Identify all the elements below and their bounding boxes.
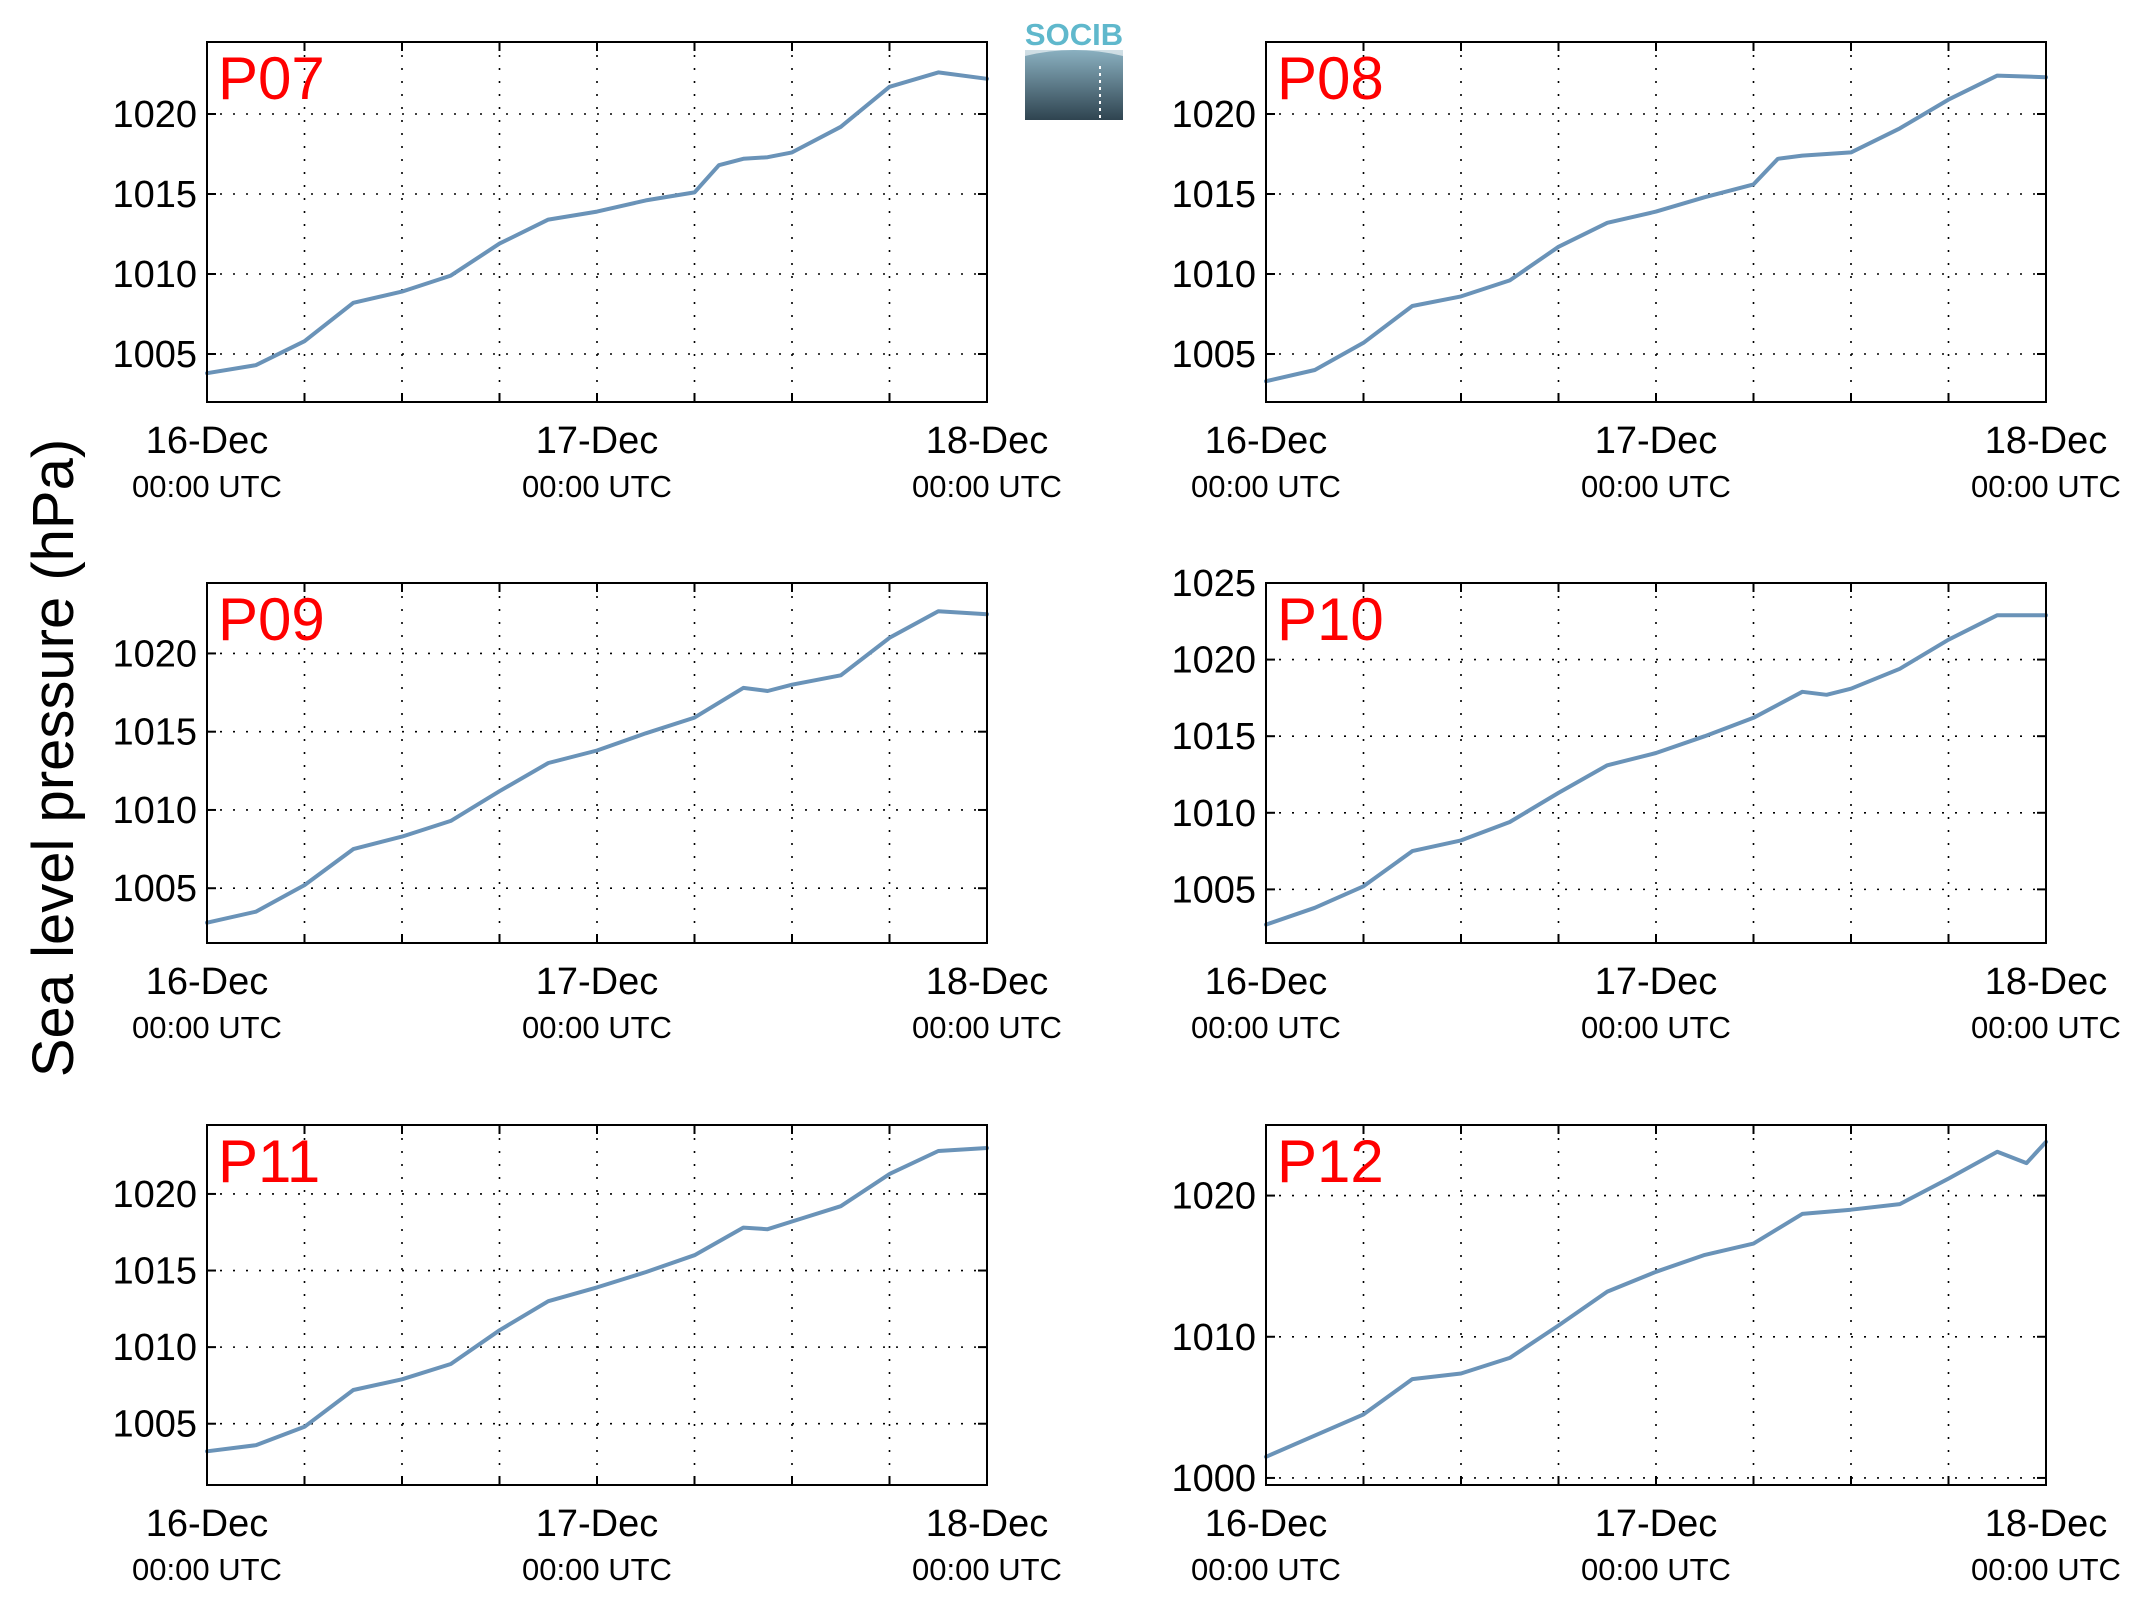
x-tick-time: 00:00 UTC bbox=[132, 1010, 282, 1045]
x-tick-date: 16-Dec bbox=[1205, 420, 1328, 462]
chart-panel-p07: 1005 1010 1015 1020 16-Dec 00:00 UTC 17-Dec 00:… bbox=[112, 41, 1062, 504]
x-tick-time: 00:00 UTC bbox=[1581, 1552, 1731, 1587]
y-tick-label: 1005 bbox=[1171, 869, 1256, 911]
x-tick-time: 00:00 UTC bbox=[522, 1552, 672, 1587]
series-line bbox=[205, 70, 989, 376]
x-tick-date: 18-Dec bbox=[1985, 420, 2108, 462]
series-line bbox=[205, 1146, 989, 1454]
y-tick-label: 1015 bbox=[1171, 174, 1256, 216]
y-tick-label: 1015 bbox=[112, 174, 197, 216]
station-label: P09 bbox=[218, 586, 325, 653]
y-axis-label: Sea level pressure (hPa) bbox=[21, 439, 86, 1077]
x-tick-date: 18-Dec bbox=[926, 961, 1049, 1003]
y-tick-label: 1015 bbox=[112, 712, 197, 754]
station-label: P07 bbox=[218, 45, 325, 112]
station-label: P08 bbox=[1277, 45, 1384, 112]
x-tick-time: 00:00 UTC bbox=[912, 1010, 1062, 1045]
x-tick-time: 00:00 UTC bbox=[1191, 1552, 1341, 1587]
y-tick-label: 1010 bbox=[1171, 254, 1256, 296]
x-tick-time: 00:00 UTC bbox=[132, 469, 282, 504]
x-tick-time: 00:00 UTC bbox=[1581, 1010, 1731, 1045]
x-tick-time: 00:00 UTC bbox=[912, 1552, 1062, 1587]
x-tick-time: 00:00 UTC bbox=[912, 469, 1062, 504]
logo-wave bbox=[1025, 50, 1123, 56]
x-tick-time: 00:00 UTC bbox=[1191, 1010, 1341, 1045]
y-tick-label: 1005 bbox=[112, 334, 197, 376]
station-label: P12 bbox=[1277, 1128, 1384, 1195]
logo-text: SOCIB bbox=[1025, 17, 1123, 52]
x-tick-time: 00:00 UTC bbox=[522, 469, 672, 504]
x-tick-time: 00:00 UTC bbox=[132, 1552, 282, 1587]
series-line bbox=[1264, 1139, 2048, 1459]
x-tick-date: 16-Dec bbox=[146, 961, 269, 1003]
chart-panel-p08: 1005 1010 1015 1020 16-Dec 00:00 UTC 17-Dec 00:… bbox=[1171, 41, 2121, 504]
y-tick-label: 1020 bbox=[112, 633, 197, 675]
socib-logo: SOCIB bbox=[1025, 17, 1123, 120]
x-tick-time: 00:00 UTC bbox=[1971, 1552, 2121, 1587]
y-tick-label: 1005 bbox=[1171, 334, 1256, 376]
y-tick-label: 1020 bbox=[1171, 640, 1256, 682]
y-tick-label: 1000 bbox=[1171, 1458, 1256, 1500]
logo-bar bbox=[1025, 50, 1123, 120]
x-tick-time: 00:00 UTC bbox=[1581, 469, 1731, 504]
chart-panel-p12: 1000 1010 1020 16-Dec 00:00 UTC 17-Dec 00:00 U… bbox=[1171, 1124, 2121, 1587]
y-tick-label: 1010 bbox=[1171, 793, 1256, 835]
x-tick-date: 18-Dec bbox=[1985, 961, 2108, 1003]
x-tick-time: 00:00 UTC bbox=[1191, 469, 1341, 504]
y-tick-label: 1025 bbox=[1171, 563, 1256, 605]
y-tick-label: 1015 bbox=[1171, 716, 1256, 758]
y-tick-label: 1010 bbox=[1171, 1317, 1256, 1359]
x-tick-date: 17-Dec bbox=[536, 420, 659, 462]
series-line bbox=[205, 609, 989, 925]
series-line bbox=[1264, 613, 2048, 927]
x-tick-date: 16-Dec bbox=[146, 420, 269, 462]
y-tick-label: 1020 bbox=[112, 1174, 197, 1216]
x-tick-date: 17-Dec bbox=[536, 961, 659, 1003]
y-tick-label: 1020 bbox=[112, 94, 197, 136]
x-tick-time: 00:00 UTC bbox=[1971, 469, 2121, 504]
x-tick-time: 00:00 UTC bbox=[1971, 1010, 2121, 1045]
series-line bbox=[1264, 73, 2048, 384]
y-tick-label: 1010 bbox=[112, 790, 197, 832]
station-label: P10 bbox=[1277, 586, 1384, 653]
x-tick-date: 18-Dec bbox=[1985, 1503, 2108, 1545]
x-tick-date: 17-Dec bbox=[1595, 961, 1718, 1003]
x-tick-date: 17-Dec bbox=[1595, 1503, 1718, 1545]
x-tick-date: 16-Dec bbox=[1205, 1503, 1328, 1545]
panels: 1005 1010 1015 1020 16-Dec 00:00 UTC 17-Dec 00:… bbox=[112, 41, 2121, 1587]
y-tick-label: 1010 bbox=[112, 1327, 197, 1369]
x-tick-time: 00:00 UTC bbox=[522, 1010, 672, 1045]
y-tick-label: 1005 bbox=[112, 1404, 197, 1446]
x-tick-date: 16-Dec bbox=[1205, 961, 1328, 1003]
chart-panel-p09: 1005 1010 1015 1020 16-Dec 00:00 UTC 17-Dec 00:… bbox=[112, 582, 1062, 1045]
chart-panel-p11: 1005 1010 1015 1020 16-Dec 00:00 UTC 17-Dec 00:… bbox=[112, 1124, 1062, 1587]
x-tick-date: 16-Dec bbox=[146, 1503, 269, 1545]
x-tick-date: 18-Dec bbox=[926, 420, 1049, 462]
y-tick-label: 1005 bbox=[112, 868, 197, 910]
y-tick-label: 1015 bbox=[112, 1251, 197, 1293]
x-tick-date: 17-Dec bbox=[536, 1503, 659, 1545]
y-tick-label: 1020 bbox=[1171, 1176, 1256, 1218]
x-tick-date: 17-Dec bbox=[1595, 420, 1718, 462]
station-label: P11 bbox=[218, 1128, 320, 1195]
x-tick-date: 18-Dec bbox=[926, 1503, 1049, 1545]
chart-panel-p10: 1005 1010 1015 1020 1025 16-Dec 00:00 UTC 17-De… bbox=[1171, 563, 2121, 1045]
y-tick-label: 1010 bbox=[112, 254, 197, 296]
y-tick-label: 1020 bbox=[1171, 94, 1256, 136]
